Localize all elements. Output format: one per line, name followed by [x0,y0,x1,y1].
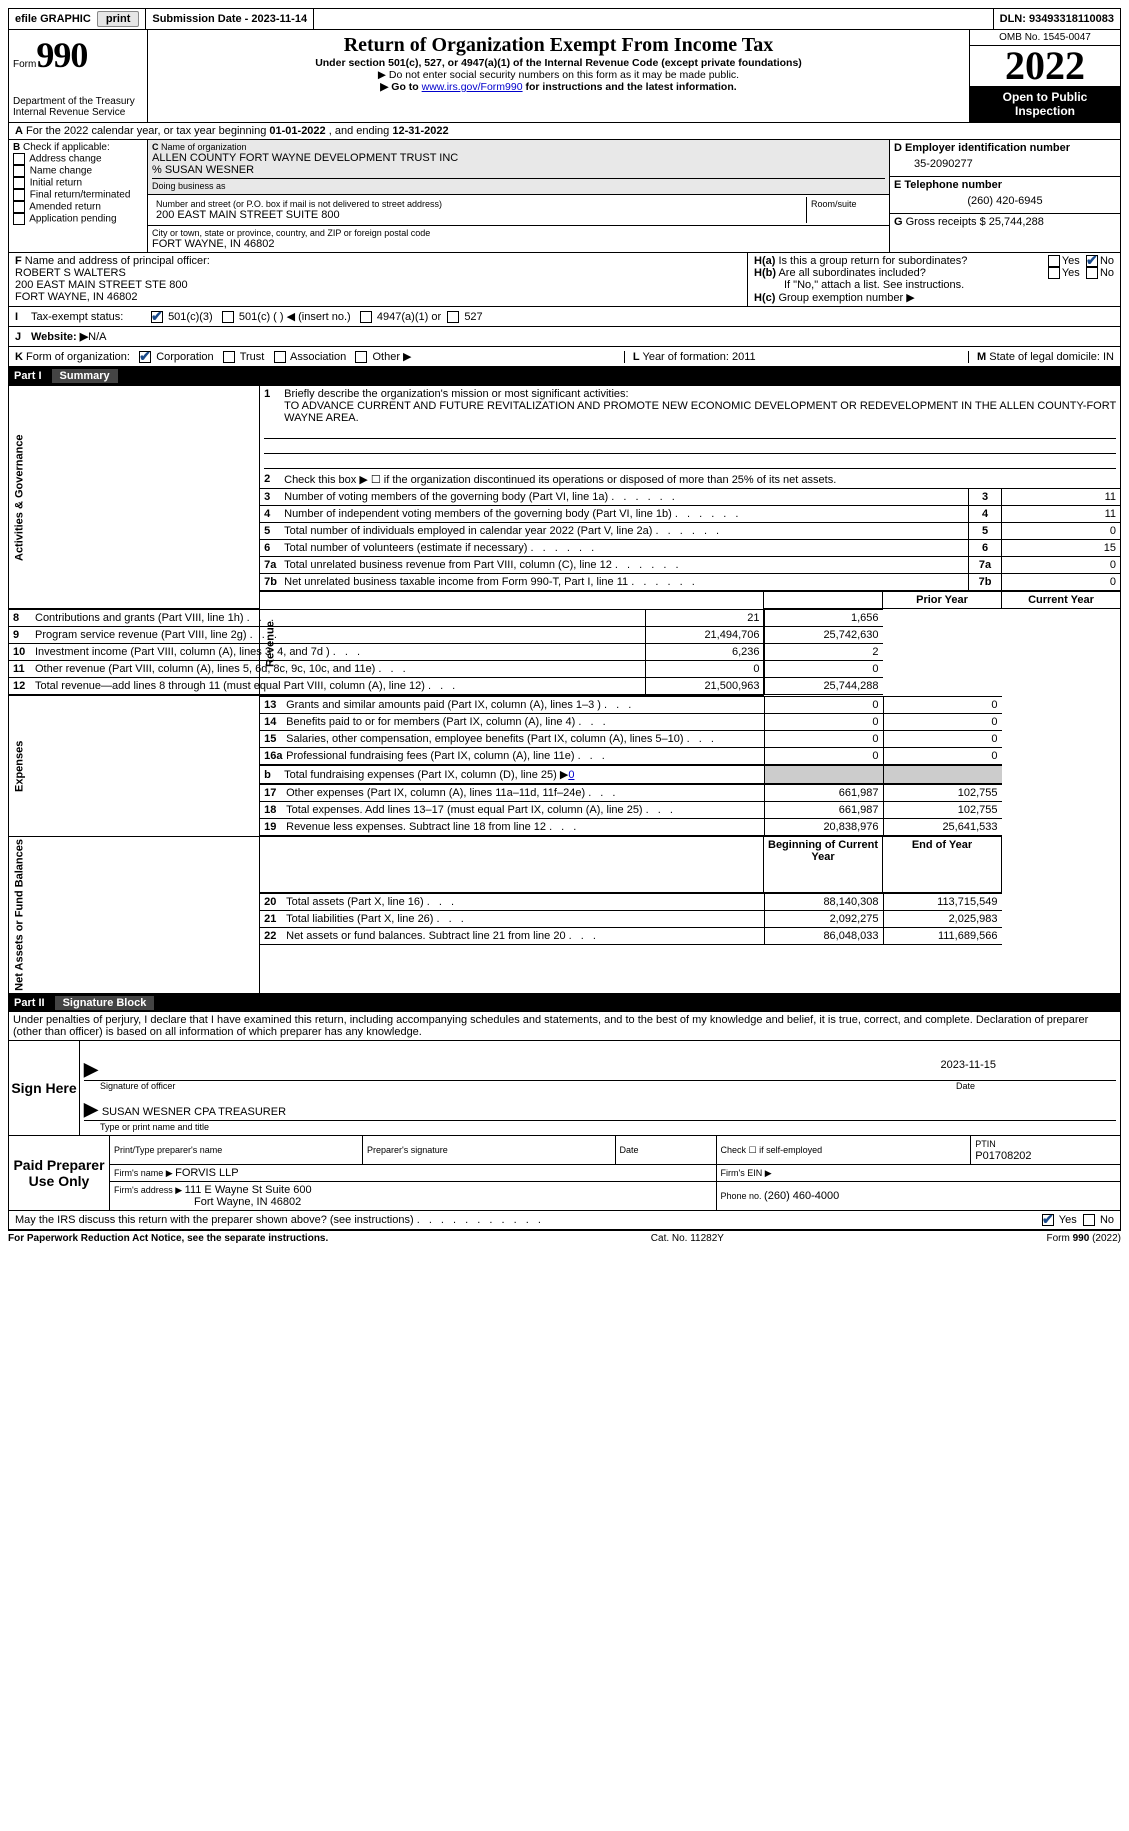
signer-name: SUSAN WESNER CPA TREASURER [102,1106,286,1118]
vert-activities: Activities & Governance [9,386,260,609]
summary-row: 19Revenue less expenses. Subtract line 1… [260,819,1001,836]
signature-block: Sign Here ▶2023-11-15 Signature of offic… [8,1041,1121,1136]
summary-row: 3Number of voting members of the governi… [260,489,1120,506]
part2-header: Part IISignature Block [8,994,1121,1012]
org-street: 200 EAST MAIN STREET SUITE 800 [156,209,802,221]
vert-netassets: Net Assets or Fund Balances [9,837,260,994]
summary-row: 22Net assets or fund balances. Subtract … [260,927,1001,944]
summary-row: 18Total expenses. Add lines 13–17 (must … [260,802,1001,819]
page-footer: For Paperwork Reduction Act Notice, see … [8,1230,1121,1244]
part1-header: Part ISummary [8,367,1121,385]
summary-table: Activities & Governance 1Briefly describ… [8,385,1121,994]
officer-addr1: 200 EAST MAIN STREET STE 800 [15,279,741,291]
section-f-h: F Name and address of principal officer:… [8,253,1121,307]
firm-phone: (260) 460-4000 [764,1190,839,1202]
form-subtitle2: ▶ Do not enter social security numbers o… [154,69,963,81]
vert-expenses: Expenses [9,696,260,837]
ha-no[interactable] [1086,255,1098,267]
dln: DLN: 93493318110083 [993,9,1120,29]
summary-row: 4Number of independent voting members of… [260,506,1120,523]
k-other[interactable] [355,351,367,363]
ptin-value: P01708202 [975,1150,1031,1162]
summary-row: 7bNet unrelated business taxable income … [260,574,1120,591]
paid-preparer-block: Paid Preparer Use Only Print/Type prepar… [8,1136,1121,1211]
form-header: Form 990 Department of the Treasury Inte… [8,30,1121,123]
form-title: Return of Organization Exempt From Incom… [154,34,963,57]
gross-receipts: 25,744,288 [989,216,1044,228]
state-domicile: IN [1103,351,1114,363]
i-501c[interactable] [222,311,234,323]
i-527[interactable] [447,311,459,323]
k-corp[interactable] [139,351,151,363]
discuss-yes[interactable] [1042,1214,1054,1226]
submission-date: Submission Date - 2023-11-14 [146,9,314,29]
vert-revenue: Revenue [260,592,764,696]
dept-line2: Internal Revenue Service [13,107,143,118]
org-city: FORT WAYNE, IN 46802 [152,238,885,250]
officer-name: ROBERT S WALTERS [15,267,741,279]
ein-label: D Employer identification number [894,142,1070,154]
row-k: K Form of organization: Corporation Trus… [8,347,1121,367]
form-number: 990 [36,34,87,76]
check-amended-return[interactable] [13,201,25,213]
website-value: N/A [88,331,106,343]
row-i: I Tax-exempt status: 501(c)(3) 501(c) ( … [8,307,1121,327]
firm-name: FORVIS LLP [175,1167,238,1179]
k-assoc[interactable] [274,351,286,363]
summary-row: 6Total number of volunteers (estimate if… [260,540,1120,557]
summary-row: 15Salaries, other compensation, employee… [260,731,1001,748]
row-j: J Website: ▶ N/A [8,327,1121,347]
dept-line1: Department of the Treasury [13,96,143,107]
check-initial-return[interactable] [13,177,25,189]
irs-link[interactable]: www.irs.gov/Form990 [422,81,523,93]
tax-year: 2022 [970,46,1120,86]
summary-row: 17Other expenses (Part IX, column (A), l… [260,785,1001,802]
ein-value: 35-2090277 [894,154,1116,174]
discuss-no[interactable] [1083,1214,1095,1226]
summary-row: 20Total assets (Part X, line 16) . . .88… [260,893,1001,910]
discuss-row: May the IRS discuss this return with the… [8,1211,1121,1230]
sign-here-label: Sign Here [9,1041,80,1135]
phone-label: E Telephone number [894,179,1002,191]
k-trust[interactable] [223,351,235,363]
ha-yes[interactable] [1048,255,1060,267]
efile-label: efile GRAPHIC print [9,9,146,29]
year-formation: 2011 [732,351,756,363]
line16b-val[interactable]: 0 [568,769,574,781]
summary-row: 5Total number of individuals employed in… [260,523,1120,540]
paid-preparer-label: Paid Preparer Use Only [9,1136,110,1210]
summary-row: 16aProfessional fundraising fees (Part I… [260,748,1001,765]
hb-no[interactable] [1086,267,1098,279]
firm-addr1: 111 E Wayne St Suite 600 [185,1184,312,1196]
form-subtitle1: Under section 501(c), 527, or 4947(a)(1)… [154,57,963,69]
summary-row: 14Benefits paid to or for members (Part … [260,714,1001,731]
firm-addr2: Fort Wayne, IN 46802 [114,1196,301,1208]
summary-row: 13Grants and similar amounts paid (Part … [260,697,1001,714]
hb-note: If "No," attach a list. See instructions… [754,279,1114,291]
hb-yes[interactable] [1048,267,1060,279]
officer-addr2: FORT WAYNE, IN 46802 [15,291,741,303]
form-label: Form [13,59,36,70]
phone-value: (260) 420-6945 [894,191,1116,211]
check-address-change[interactable] [13,153,25,165]
check-name-change[interactable] [13,165,25,177]
check-application-pending[interactable] [13,213,25,225]
summary-row: 7aTotal unrelated business revenue from … [260,557,1120,574]
row-a: A For the 2022 calendar year, or tax yea… [8,123,1121,140]
org-name-co: % SUSAN WESNER [152,164,885,176]
org-name: ALLEN COUNTY FORT WAYNE DEVELOPMENT TRUS… [152,152,885,164]
check-final-return[interactable] [13,189,25,201]
print-button[interactable]: print [97,11,139,27]
mission-text: TO ADVANCE CURRENT AND FUTURE REVITALIZA… [264,400,1116,424]
perjury-declaration: Under penalties of perjury, I declare th… [8,1012,1121,1041]
i-501c3[interactable] [151,311,163,323]
sig-date-val: 2023-11-15 [941,1059,1116,1080]
i-4947[interactable] [360,311,372,323]
top-bar: efile GRAPHIC print Submission Date - 20… [8,8,1121,30]
public-inspection: Open to Public Inspection [970,86,1120,122]
form-subtitle3: ▶ Go to www.irs.gov/Form990 for instruct… [154,81,963,93]
summary-row: 21Total liabilities (Part X, line 26) . … [260,910,1001,927]
section-bcd: B Check if applicable: Address change Na… [8,140,1121,253]
